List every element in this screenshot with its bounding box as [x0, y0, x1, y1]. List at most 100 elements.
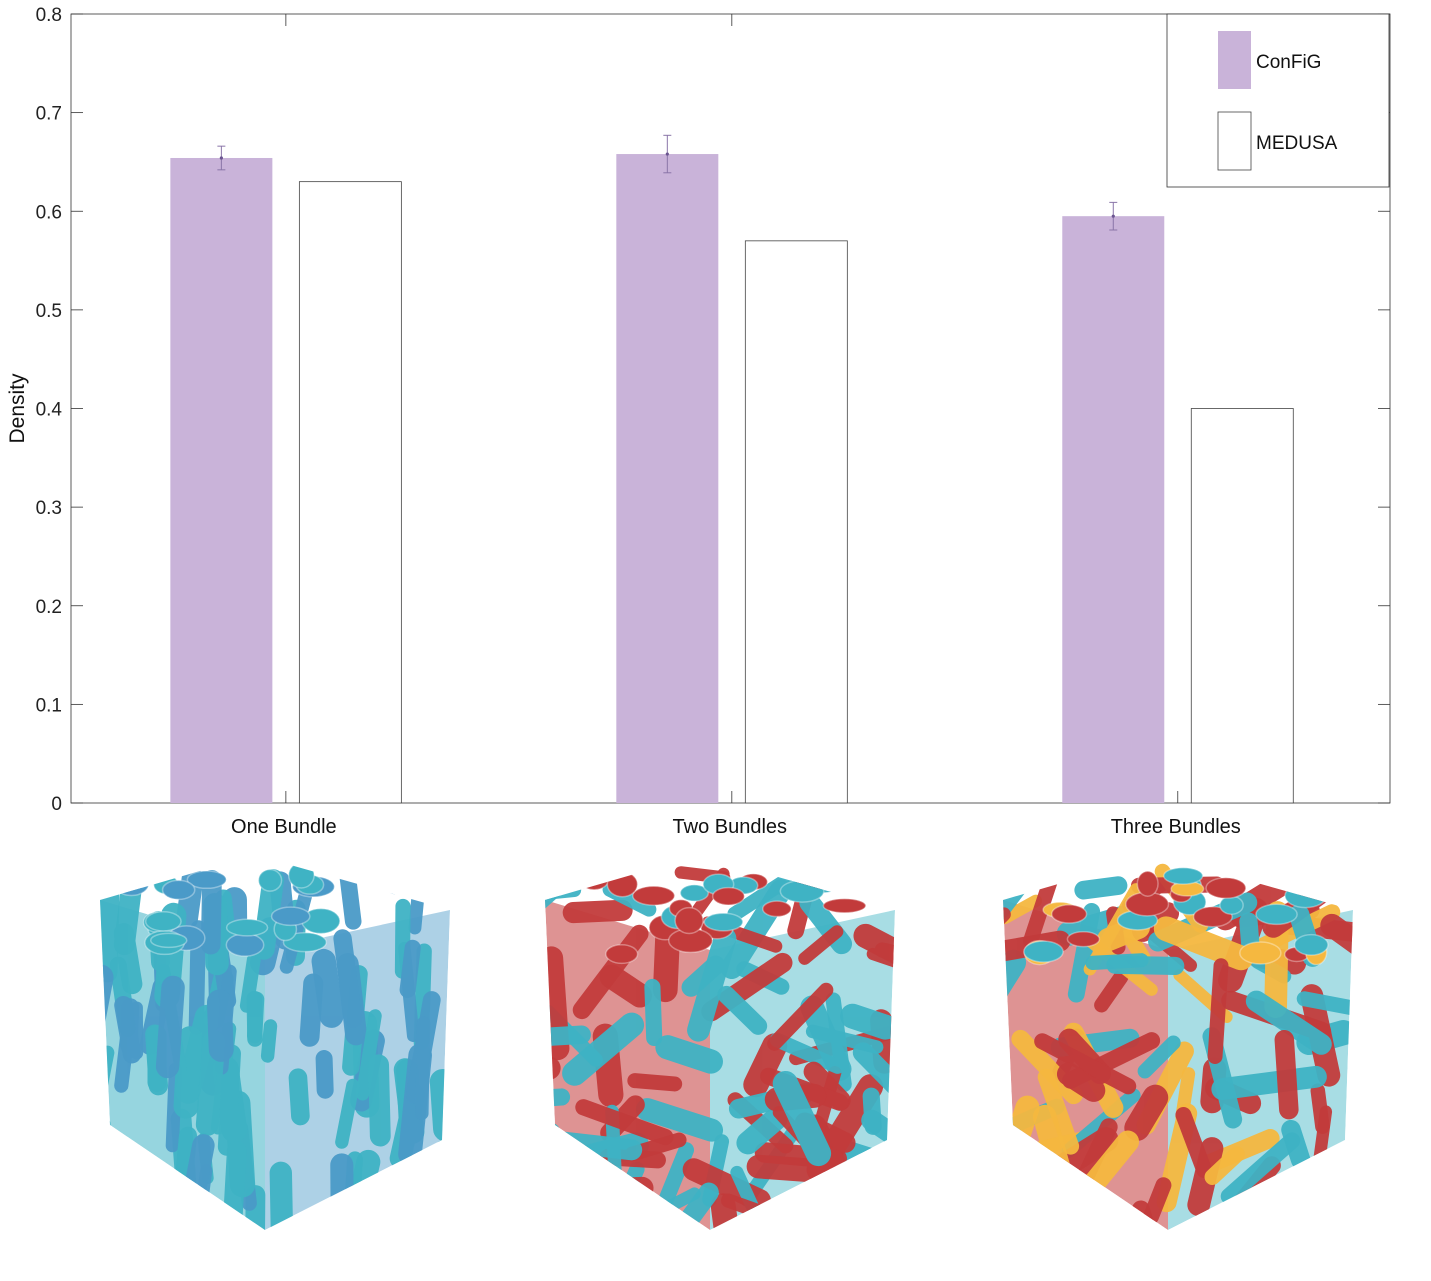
fiber [1033, 1104, 1070, 1178]
fiber-end [1239, 941, 1282, 965]
fiber [176, 1134, 215, 1230]
fiber [836, 1171, 895, 1223]
fiber-end [1192, 906, 1233, 928]
fiber-end [225, 932, 265, 957]
fiber [113, 923, 143, 995]
fiber [608, 1172, 631, 1217]
fiber-end [703, 912, 744, 932]
y-tick-label: 0.3 [36, 498, 62, 519]
fiber-end [1284, 883, 1328, 909]
fiber [853, 923, 895, 971]
fiber [687, 927, 737, 1042]
fiber [100, 1117, 111, 1221]
fiber [1320, 913, 1353, 959]
fiber [299, 973, 324, 1047]
legend-swatch-medusa [1217, 111, 1252, 171]
fiber [1003, 949, 1027, 1027]
fiber-end [282, 932, 328, 953]
fiber [100, 880, 120, 983]
fiber-end [1050, 904, 1088, 924]
fiber [315, 1050, 334, 1099]
fiber [1211, 1065, 1327, 1100]
fiber [1003, 907, 1011, 950]
legend-label-config: ConFiG [1256, 52, 1321, 73]
fiber [1207, 958, 1229, 1064]
fiber-end [1205, 876, 1247, 900]
fiber [1037, 1068, 1080, 1155]
fiber [173, 1026, 203, 1119]
fiber [840, 1003, 895, 1040]
fiber [415, 1016, 431, 1121]
bar-config [1062, 216, 1165, 803]
fiber [545, 1025, 591, 1050]
fiber [1137, 1035, 1181, 1079]
fiber [727, 871, 796, 922]
fiber-end [679, 884, 710, 902]
y-tick-label: 0 [51, 794, 62, 815]
y-tick-label: 0.1 [36, 695, 62, 716]
fiber [1053, 1197, 1115, 1230]
fiber [425, 1160, 450, 1230]
fiber [622, 1182, 662, 1230]
bar-medusa [298, 181, 402, 804]
fiber [806, 1191, 843, 1230]
fiber [114, 996, 142, 1064]
fiber [1067, 903, 1101, 1003]
y-tick-label: 0.8 [36, 5, 62, 26]
fiber [1296, 991, 1353, 1023]
fiber [874, 942, 895, 979]
fiber [644, 978, 663, 1047]
fiber-cube-1 [100, 861, 450, 1230]
fiber [743, 1033, 788, 1098]
fiber [655, 1035, 723, 1074]
fiber [394, 898, 411, 979]
bar-medusa [744, 240, 848, 804]
fiber [736, 1106, 788, 1155]
fiber [545, 1130, 643, 1161]
fiber [656, 1142, 695, 1213]
fiber [545, 1176, 654, 1204]
fiber-end [1255, 903, 1298, 926]
bars [170, 134, 1294, 804]
fiber [1074, 876, 1128, 900]
fiber [1003, 1144, 1036, 1176]
fiber [1015, 1195, 1059, 1230]
fiber [279, 877, 316, 974]
fiber-cube-3 [1003, 861, 1353, 1230]
fiber [1003, 1171, 1016, 1230]
fiber [805, 1024, 884, 1054]
fiber [1034, 1033, 1137, 1095]
error-center [665, 152, 669, 156]
fiber [333, 929, 363, 1028]
fiber-end [1023, 940, 1064, 963]
legend-box [1166, 13, 1390, 188]
fiber [206, 989, 234, 1062]
legend-label-medusa: MEDUSA [1256, 133, 1338, 154]
fiber-end [186, 870, 227, 890]
fiber-end [225, 918, 269, 937]
fiber-end [391, 873, 433, 890]
bar-config [170, 157, 273, 803]
fiber [562, 1012, 645, 1086]
fiber [1003, 1198, 1020, 1230]
fiber [1259, 1182, 1320, 1230]
fiber [798, 925, 844, 965]
fiber-end [1162, 866, 1204, 885]
fiber [429, 1069, 450, 1142]
legend: ConFiG MEDUSA [1166, 13, 1390, 188]
fiber [335, 1078, 360, 1149]
fiber-end [711, 886, 746, 906]
fiber [269, 1161, 294, 1230]
fiber [545, 1088, 571, 1109]
y-tick-label: 0.7 [36, 104, 62, 125]
fiber [1252, 1181, 1335, 1230]
fiber [555, 1162, 608, 1191]
fiber-end [144, 911, 182, 932]
fiber-end [578, 868, 610, 891]
y-tick-label: 0.4 [36, 400, 63, 421]
fiber [1245, 990, 1332, 1055]
y-tick-label: 0.6 [36, 202, 62, 223]
error-center [219, 156, 223, 160]
fiber [1053, 1180, 1100, 1230]
y-tick-label: 0.2 [36, 597, 62, 618]
